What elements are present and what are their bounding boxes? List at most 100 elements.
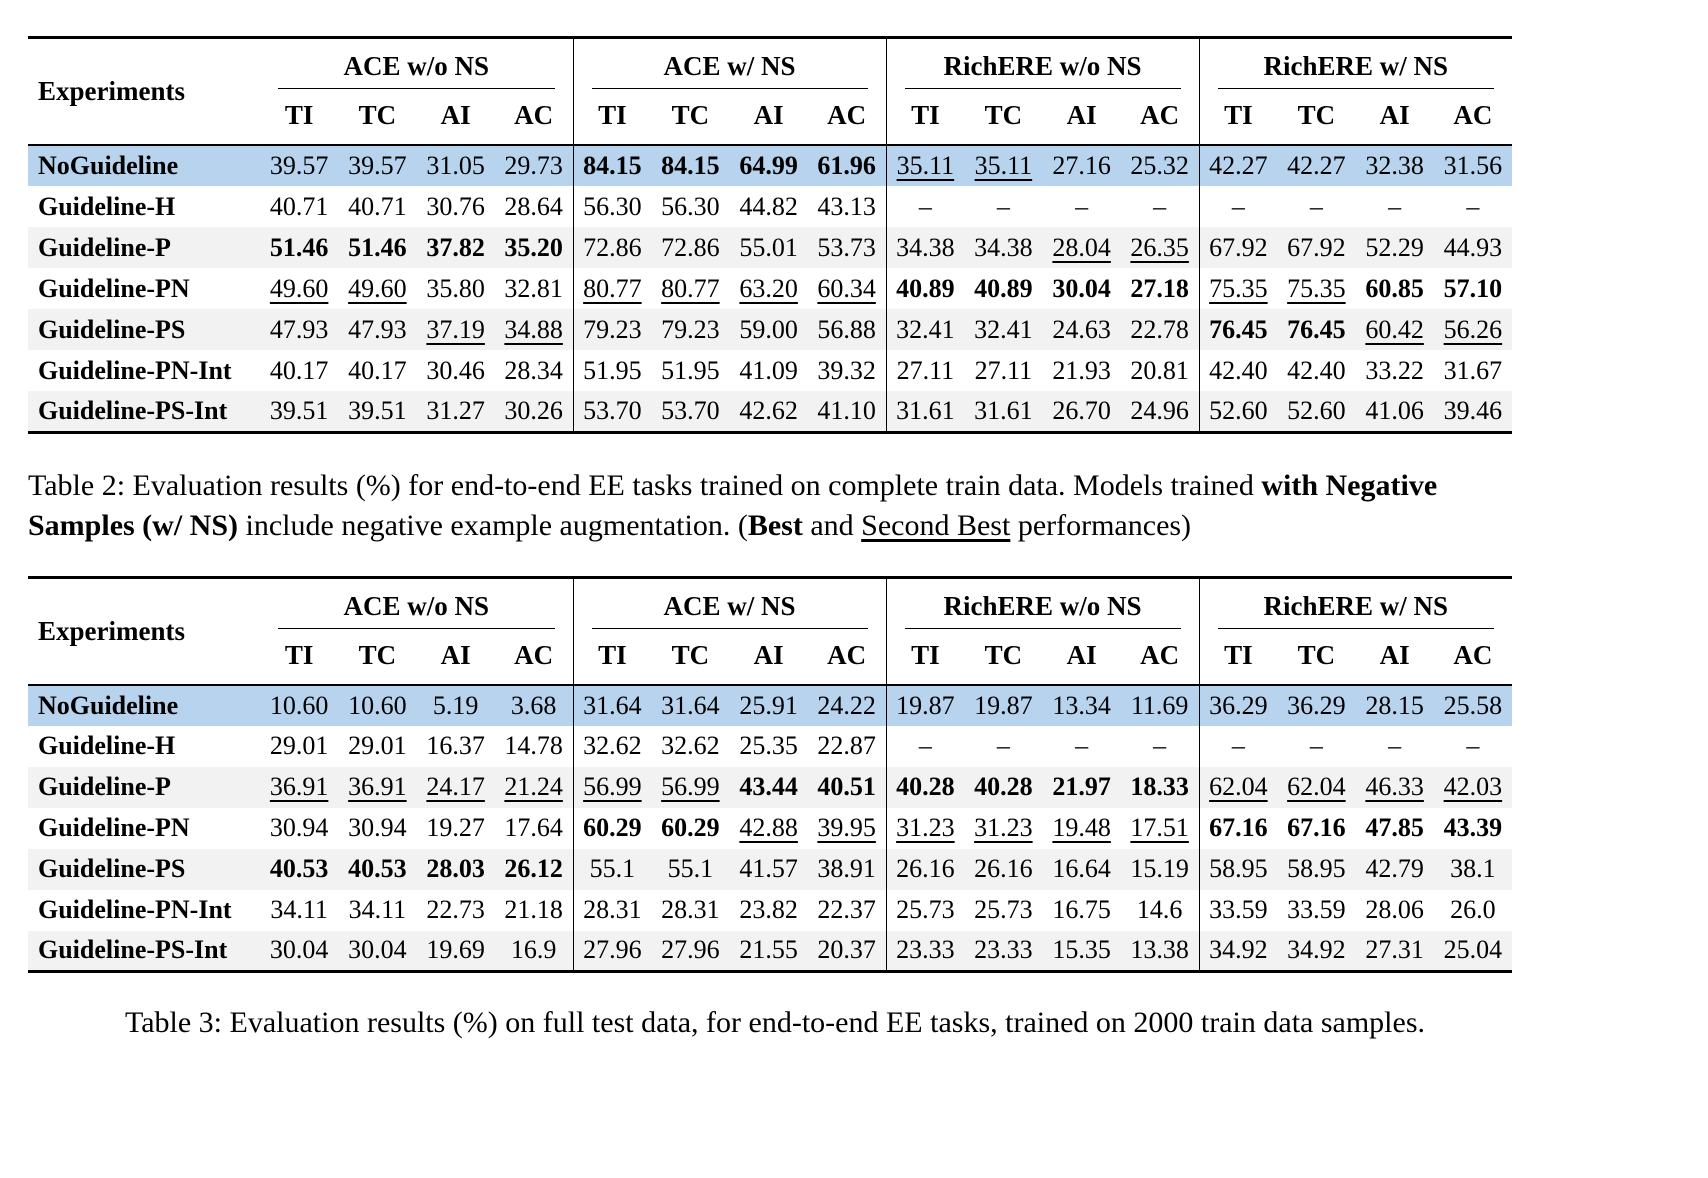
metric-header: TC bbox=[1277, 89, 1356, 146]
column-group-label: ACE w/ NS bbox=[591, 39, 868, 89]
table-row: NoGuideline 39.57 39.57 31.05 29.73 84.15 84.1… bbox=[28, 145, 1512, 186]
metric-value: 31.67 bbox=[1443, 355, 1503, 385]
column-group-label: ACE w/ NS bbox=[591, 579, 868, 629]
metric-header: AC bbox=[807, 628, 886, 686]
table-row: Guideline-P 51.46 51.46 37.82 35.20 72.86 72.8… bbox=[28, 227, 1512, 268]
metric-value: 26.70 bbox=[1052, 395, 1111, 425]
metric-value: – bbox=[885, 725, 965, 767]
metric-value: 55.1 bbox=[667, 854, 714, 883]
metric-value: 29.01 bbox=[269, 731, 329, 760]
metric-value: 16.64 bbox=[1052, 854, 1111, 883]
column-group-label: ACE w/o NS bbox=[278, 39, 555, 89]
table-row: Guideline-H 40.71 40.71 30.76 28.64 56.30 56.3… bbox=[28, 186, 1512, 227]
metric-value: 25.91 bbox=[739, 690, 798, 720]
metric-value: 42.79 bbox=[1365, 854, 1424, 883]
metric-header: AI bbox=[1042, 89, 1121, 146]
metric-value: 52.60 bbox=[1198, 391, 1278, 432]
metric-value: 17.64 bbox=[504, 813, 563, 842]
metric-value: 51.46 bbox=[269, 232, 329, 262]
table-body: NoGuideline 39.57 39.57 31.05 29.73 84.15 84.1… bbox=[28, 145, 1512, 432]
metric-value: 30.94 bbox=[269, 813, 329, 842]
metric-header: AC bbox=[494, 89, 573, 146]
metric-value: 40.71 bbox=[269, 191, 329, 221]
metric-value: 39.95 bbox=[817, 813, 876, 842]
metric-value: 47.85 bbox=[1365, 813, 1424, 842]
metric-value: 27.16 bbox=[1052, 151, 1111, 180]
metric-value: 42.40 bbox=[1287, 355, 1346, 385]
metric-value: 40.53 bbox=[348, 854, 407, 883]
metric-header: AI bbox=[1355, 628, 1434, 686]
column-group-label: RichERE w/o NS bbox=[904, 579, 1181, 629]
metric-value: 76.45 bbox=[1198, 309, 1278, 350]
metric-header: TI bbox=[1198, 89, 1278, 146]
metric-value: – bbox=[1388, 731, 1402, 760]
metric-value: 40.53 bbox=[269, 854, 329, 883]
metric-value: 55.1 bbox=[572, 848, 652, 890]
metric-value: – bbox=[1309, 191, 1323, 221]
table-3-caption: Table 3: Evaluation results (%) on full … bbox=[28, 1003, 1522, 1043]
metric-value: 34.92 bbox=[1287, 935, 1346, 965]
table-header: Experiments ACE w/o NS ACE w/ NS RichERE w/… bbox=[28, 577, 1512, 686]
row-label: Guideline-PS bbox=[38, 314, 186, 344]
row-label: Guideline-PS-Int bbox=[38, 395, 228, 425]
metric-value: 75.35 bbox=[1198, 268, 1278, 309]
metric-value: 39.46 bbox=[1443, 395, 1503, 425]
metric-header: AI bbox=[416, 89, 495, 146]
metric-value: 25.32 bbox=[1130, 151, 1189, 180]
metric-header: AC bbox=[1120, 628, 1199, 686]
table-row: Guideline-PS-Int 30.04 30.04 19.69 16.9 27.96… bbox=[28, 930, 1512, 972]
metric-value: 19.27 bbox=[426, 813, 485, 842]
metric-value: 22.87 bbox=[817, 731, 876, 760]
metric-value: 21.55 bbox=[739, 935, 798, 965]
metric-value: 79.23 bbox=[572, 309, 652, 350]
metric-value: 28.34 bbox=[504, 355, 563, 385]
metric-value: 33.59 bbox=[1198, 889, 1278, 931]
metric-header: AC bbox=[807, 89, 886, 146]
metric-value: 34.11 bbox=[348, 895, 407, 924]
metric-value: 19.48 bbox=[1052, 813, 1111, 842]
header-sub-row: TI TC AI AC TI TC AI AC TI TC AI AC TI TC AI AC bbox=[28, 628, 1512, 686]
metric-value: 67.92 bbox=[1198, 227, 1278, 268]
metric-value: 40.89 bbox=[974, 273, 1033, 303]
row-label: Guideline-PN-Int bbox=[38, 895, 232, 924]
metric-value: 61.96 bbox=[817, 151, 876, 180]
metric-value: 25.58 bbox=[1443, 690, 1503, 720]
metric-header: AC bbox=[1120, 89, 1199, 146]
metric-value: 44.82 bbox=[739, 191, 798, 221]
metric-value: 42.62 bbox=[739, 395, 798, 425]
metric-value: – bbox=[996, 191, 1010, 221]
metric-value: 36.29 bbox=[1198, 684, 1278, 726]
metric-value: 53.70 bbox=[661, 395, 720, 425]
header-group-row: Experiments ACE w/o NS ACE w/ NS RichERE w/… bbox=[28, 37, 1512, 146]
metric-value: 37.82 bbox=[426, 232, 485, 262]
metric-value: 18.33 bbox=[1130, 772, 1189, 801]
metric-value: 34.92 bbox=[1198, 930, 1278, 972]
metric-value: 51.95 bbox=[661, 355, 720, 385]
metric-value: 40.89 bbox=[885, 268, 965, 309]
metric-value: 32.41 bbox=[885, 309, 965, 350]
metric-value: 3.68 bbox=[510, 690, 557, 720]
experiments-header: Experiments bbox=[28, 577, 260, 686]
metric-value: 28.31 bbox=[661, 895, 720, 924]
metric-value: 21.97 bbox=[1052, 772, 1111, 801]
metric-value: 30.46 bbox=[426, 355, 485, 385]
metric-value: 27.11 bbox=[974, 355, 1033, 385]
header-group-row: Experiments ACE w/o NS ACE w/ NS RichERE w/… bbox=[28, 577, 1512, 686]
metric-value: 56.99 bbox=[572, 766, 652, 808]
row-label: Guideline-H bbox=[38, 731, 176, 760]
metric-value: 49.60 bbox=[348, 273, 407, 303]
metric-value: 22.73 bbox=[426, 895, 485, 924]
metric-value: 19.69 bbox=[426, 935, 485, 965]
column-group-header: RichERE w/ NS bbox=[1198, 577, 1512, 629]
metric-value: 38.91 bbox=[817, 854, 876, 883]
caption-text: Table 2: Evaluation results (%) for end-… bbox=[28, 468, 1262, 502]
table-row: Guideline-PS-Int 39.51 39.51 31.27 30.26 53.7… bbox=[28, 391, 1512, 432]
metric-value: – bbox=[1153, 731, 1167, 760]
metric-value: 31.64 bbox=[572, 684, 652, 726]
metric-value: 20.37 bbox=[817, 935, 876, 965]
metric-value: 30.94 bbox=[348, 813, 407, 842]
metric-value: 38.1 bbox=[1450, 854, 1496, 883]
metric-value: 41.09 bbox=[739, 355, 798, 385]
metric-value: 46.33 bbox=[1365, 772, 1424, 801]
column-group-label: RichERE w/ NS bbox=[1217, 39, 1494, 89]
